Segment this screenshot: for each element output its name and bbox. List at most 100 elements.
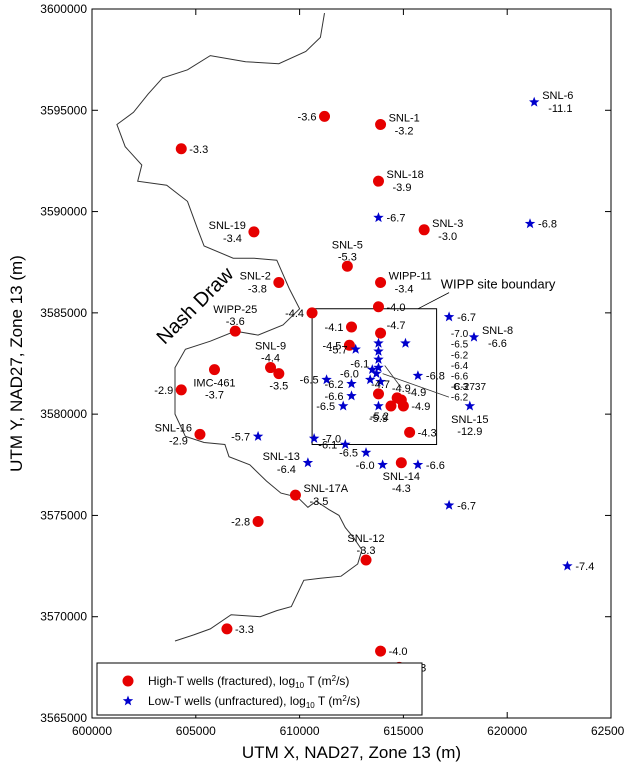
x-tick-label: 610000 (280, 724, 320, 738)
cluster-center-label: -6.0 (340, 369, 359, 381)
well-value-label: -6.7 (457, 500, 476, 512)
well-value-label: -3.9 (392, 182, 411, 194)
high-t-well-marker (194, 428, 206, 440)
well-value-label: -6.6 (488, 338, 507, 350)
well-value-label: -6.6 (426, 460, 445, 472)
well-value-label: -4.0 (389, 646, 408, 658)
well-name-label: WIPP-25 (213, 304, 257, 316)
well-value-label: -4.9 (407, 387, 426, 399)
x-tick-label: 615000 (383, 724, 423, 738)
legend-low-label: Low-T wells (unfractured), log10 T (m2/s… (148, 694, 360, 710)
legend-high-sub: 10 (295, 681, 304, 690)
y-tick-label: 3595000 (40, 103, 87, 117)
nash-draw-line (116, 13, 363, 642)
high-t-well-marker (208, 364, 220, 376)
well-name-label: SNL-13 (263, 451, 300, 463)
high-t-well-marker (375, 645, 387, 657)
low-t-well-marker (400, 337, 411, 348)
c2737-leader-line (384, 365, 402, 389)
high-t-well-marker (372, 388, 384, 400)
cluster-value-label: -6.2 (451, 350, 469, 361)
legend-box (96, 662, 423, 716)
well-value-label: -6.5 (316, 401, 335, 413)
high-t-well-marker (248, 226, 260, 238)
well-value-label: -4.4 (261, 353, 280, 365)
low-t-well-marker (373, 337, 384, 348)
well-value-label: -3.8 (248, 283, 267, 295)
y-tick-label: 3590000 (40, 205, 87, 219)
y-tick-label: 3600000 (40, 2, 87, 16)
high-t-well-marker (372, 175, 384, 187)
low-t-well-marker (562, 560, 573, 571)
high-t-well-marker (385, 400, 397, 412)
well-value-label: -5.2 (370, 411, 389, 423)
x-tick-label: 600000 (72, 724, 112, 738)
high-t-well-marker (265, 362, 277, 374)
high-t-well-marker (273, 276, 285, 288)
well-value-label: -6.6 (325, 391, 344, 403)
legend-high-main: High-T wells (fractured), log (148, 674, 295, 688)
well-value-label: -6.5 (339, 448, 358, 460)
well-value-label: -4.1 (325, 322, 344, 334)
well-value-label: -3.3 (189, 144, 208, 156)
high-t-well-marker (319, 110, 331, 122)
low-t-well-marker (375, 376, 386, 387)
high-t-wells (175, 110, 430, 673)
well-value-label: -5.3 (338, 251, 357, 263)
high-t-well-marker (175, 143, 187, 155)
high-t-well-marker (289, 489, 301, 501)
low-t-well-marker (373, 345, 384, 356)
well-name-label: SNL-17A (303, 483, 348, 495)
low-t-well-marker (377, 459, 388, 470)
well-name-label: SNL-18 (386, 169, 423, 181)
y-tick-label: 3565000 (40, 711, 87, 725)
cluster-center-label: -4.7 (371, 379, 390, 391)
well-name-label: SNL-1 (389, 112, 420, 124)
x-tick-label: 605000 (176, 724, 216, 738)
legend: High-T wells (fractured), log10 T (m2/s)… (96, 662, 423, 716)
well-value-label: -3.6 (226, 316, 245, 328)
high-t-well-marker (372, 301, 384, 313)
low-t-well-marker (464, 400, 476, 411)
axes: 600000 605000 610000 615000 620000 625000 3565… (40, 2, 624, 738)
well-name-label: SNL-5 (332, 239, 363, 251)
well-value-label: -7.0 (322, 433, 341, 445)
low-t-well-marker (373, 400, 384, 411)
well-value-label: -3.4 (223, 233, 242, 245)
well-value-label: -2.9 (169, 435, 188, 447)
well-value-label: -6.8 (538, 219, 557, 231)
well-value-label: -7.4 (575, 561, 594, 573)
y-tick-label: 3585000 (40, 306, 87, 320)
well-value-label: -3.5 (309, 496, 328, 508)
low-t-well-marker (412, 459, 424, 470)
high-t-well-marker (395, 457, 407, 469)
cluster-value-label: -6.2 (451, 393, 469, 404)
well-value-label: -5.7 (329, 344, 348, 356)
cluster-center-label: -6.1 (350, 359, 369, 371)
well-name-label: IMC-461 (193, 378, 235, 390)
well-value-label: -4.9 (411, 401, 430, 413)
well-name-label: SNL-19 (209, 220, 246, 232)
x-tick-label: 620000 (487, 724, 527, 738)
y-tick-label: 3575000 (40, 508, 87, 522)
well-value-label: -3.7 (205, 390, 224, 402)
cluster-value-label: -6.4 (451, 361, 469, 372)
low-t-well-marker (443, 499, 455, 510)
well-value-label: -4.3 (418, 427, 437, 439)
wipp-boundary-label: WIPP site boundary (441, 277, 556, 292)
well-value-label: -6.7 (386, 213, 405, 225)
legend-low-tail: /s) (347, 694, 360, 708)
wipp-site-boundary (311, 308, 450, 445)
y-axis-title: UTM Y, NAD27, Zone 13 (m) (7, 255, 26, 472)
well-value-label: -4.5 (322, 340, 341, 352)
high-t-well-marker (229, 325, 241, 337)
cluster-value-label: -6.5 (451, 340, 469, 351)
well-value-label: -4.3 (392, 483, 411, 495)
high-t-well-marker (341, 260, 353, 272)
legend-high-marker (122, 675, 134, 687)
low-t-well-marker (373, 362, 384, 372)
x-tick-label: 625000 (591, 724, 624, 738)
low-t-well-marker (412, 370, 424, 381)
well-value-label: -3.3 (357, 545, 376, 557)
